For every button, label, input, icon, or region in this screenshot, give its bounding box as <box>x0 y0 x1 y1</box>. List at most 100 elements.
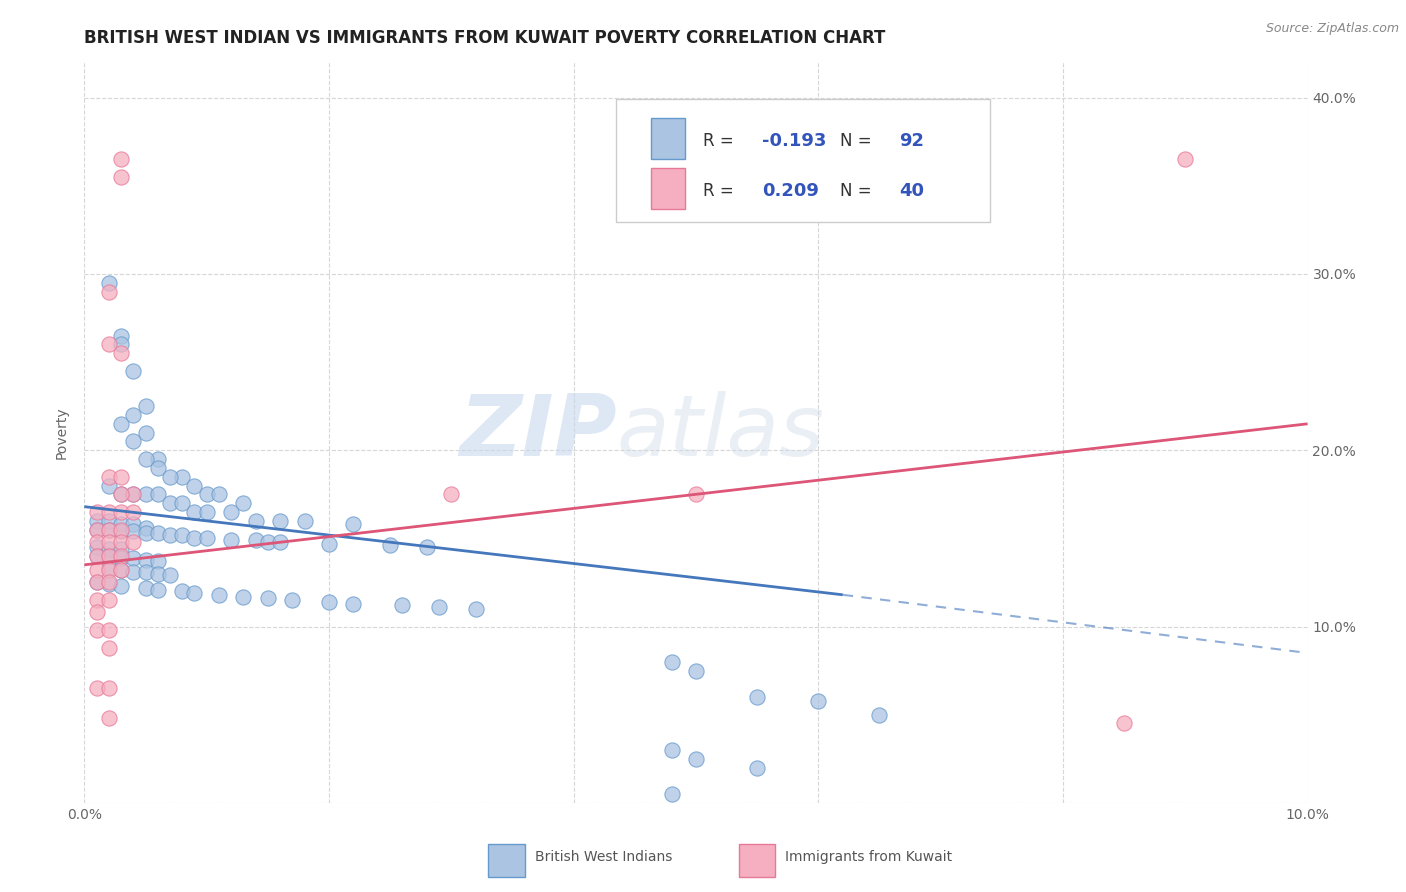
Point <box>807 693 830 707</box>
Point <box>110 487 132 501</box>
Point <box>159 528 181 542</box>
Point <box>86 505 108 519</box>
Point <box>245 514 267 528</box>
Point <box>380 538 402 552</box>
Point <box>86 606 108 620</box>
Point <box>183 505 205 519</box>
Point <box>86 593 108 607</box>
Point <box>685 487 707 501</box>
Point <box>183 478 205 492</box>
Point <box>135 565 157 579</box>
Point <box>97 523 120 537</box>
Point <box>464 602 486 616</box>
Text: British West Indians: British West Indians <box>534 850 672 863</box>
Text: ZIP: ZIP <box>458 391 616 475</box>
Point <box>110 550 132 565</box>
Point <box>97 575 120 590</box>
Point <box>219 533 242 548</box>
Point <box>232 496 254 510</box>
Point <box>1174 153 1197 167</box>
Point <box>97 549 120 563</box>
Point <box>135 487 157 501</box>
Y-axis label: Poverty: Poverty <box>55 407 69 458</box>
Point <box>110 328 132 343</box>
Point <box>342 517 364 532</box>
Point <box>86 563 108 577</box>
Point <box>416 540 439 554</box>
Point <box>97 514 120 528</box>
Point <box>135 452 157 467</box>
Point <box>685 196 707 211</box>
Point <box>172 528 194 542</box>
Point <box>661 787 683 801</box>
Point <box>110 563 132 577</box>
Point <box>110 169 132 184</box>
Point <box>110 549 132 563</box>
Point <box>97 681 120 696</box>
Point <box>86 514 108 528</box>
Point <box>257 591 280 606</box>
Point <box>869 707 891 722</box>
Point <box>97 469 120 483</box>
Point <box>135 521 157 535</box>
Point <box>97 478 120 492</box>
Text: Source: ZipAtlas.com: Source: ZipAtlas.com <box>1265 22 1399 36</box>
Point <box>110 563 132 577</box>
Point <box>195 487 218 501</box>
Point <box>97 337 120 351</box>
Point <box>110 505 132 519</box>
Point <box>427 600 450 615</box>
Text: R =: R = <box>703 182 740 200</box>
Point <box>110 579 132 593</box>
Point <box>747 760 769 774</box>
Point <box>342 597 364 611</box>
Point <box>135 425 157 440</box>
Point <box>86 540 108 554</box>
Point <box>110 523 132 537</box>
Point <box>245 533 267 548</box>
Point <box>110 346 132 360</box>
Point <box>110 535 132 549</box>
Point <box>97 623 120 637</box>
Point <box>97 276 120 290</box>
Point <box>122 487 145 501</box>
Point <box>97 549 120 563</box>
Point <box>440 487 463 501</box>
Text: atlas: atlas <box>616 391 824 475</box>
Point <box>97 563 120 577</box>
Point <box>86 549 108 563</box>
Point <box>110 524 132 539</box>
Point <box>86 575 108 590</box>
Point <box>122 524 145 539</box>
Point <box>391 599 413 613</box>
Point <box>318 595 340 609</box>
Point <box>86 535 108 549</box>
Point <box>219 505 242 519</box>
FancyBboxPatch shape <box>651 118 685 159</box>
Text: N =: N = <box>841 132 877 150</box>
Point <box>122 565 145 579</box>
Point <box>122 505 145 519</box>
Point <box>110 541 132 556</box>
Point <box>110 517 132 532</box>
Point <box>146 582 169 597</box>
Point <box>97 561 120 575</box>
Point <box>97 523 120 537</box>
Point <box>86 623 108 637</box>
Point <box>135 399 157 413</box>
Point <box>232 590 254 604</box>
FancyBboxPatch shape <box>616 99 990 221</box>
Point <box>269 535 291 549</box>
Point <box>146 554 169 568</box>
Point <box>110 487 132 501</box>
Point <box>318 536 340 550</box>
Point <box>195 532 218 546</box>
Point <box>135 526 157 541</box>
Point <box>685 664 707 678</box>
Point <box>97 593 120 607</box>
Point <box>747 690 769 704</box>
Point <box>86 523 108 537</box>
Point <box>97 577 120 591</box>
Point <box>135 552 157 566</box>
Point <box>257 535 280 549</box>
